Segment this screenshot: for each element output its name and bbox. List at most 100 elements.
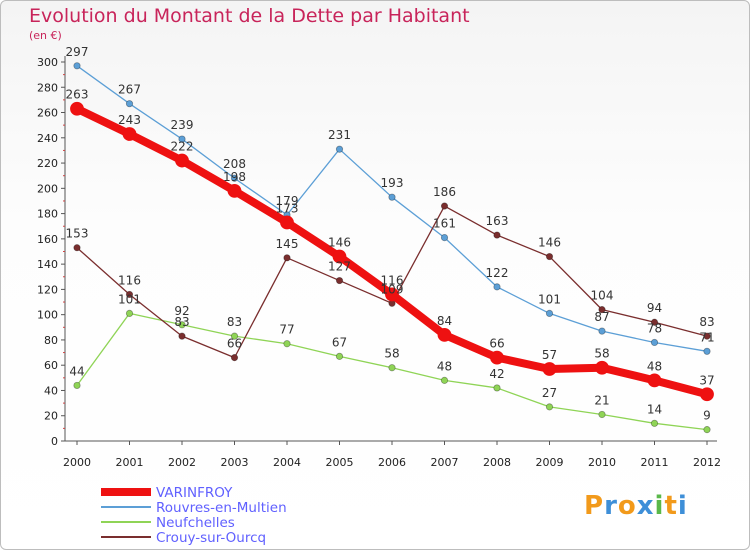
data-point-crouy-sur-ourcq [703, 332, 711, 340]
data-point-crouy-sur-ourcq [545, 252, 554, 261]
x-tick-label: 2011 [641, 456, 669, 469]
data-point-rouvres-en-multien [650, 338, 659, 347]
unit-label: (en €) [29, 29, 62, 42]
y-tick-label: 140 [37, 258, 58, 271]
data-label-rouvres-en-multien: 297 [66, 45, 89, 59]
logo-letter: x [636, 491, 655, 521]
data-point-varinfroy [437, 327, 452, 342]
data-label-varinfroy: 66 [489, 337, 504, 351]
data-label-varinfroy: 243 [118, 113, 141, 127]
data-label-crouy-sur-ourcq: 116 [118, 273, 141, 287]
y-tick-label: 260 [37, 107, 58, 120]
logo-letter: i [677, 491, 688, 521]
x-tick-label: 2001 [116, 456, 144, 469]
data-point-neufchelles [125, 309, 134, 318]
data-point-crouy-sur-ourcq [283, 254, 291, 262]
data-point-rouvres-en-multien [230, 174, 239, 182]
y-tick-label: 240 [37, 132, 58, 145]
logo-letter: P [584, 491, 605, 521]
data-point-crouy-sur-ourcq [440, 202, 449, 210]
proxiti-logo: Proxiti [584, 491, 688, 521]
x-tick-label: 2008 [483, 456, 511, 469]
legend-label: Neufchelles [156, 515, 235, 531]
y-tick-label: 280 [37, 81, 58, 94]
logo-letter: i [654, 491, 665, 521]
data-point-varinfroy [542, 362, 557, 376]
data-point-rouvres-en-multien [440, 234, 449, 242]
data-label-crouy-sur-ourcq: 146 [538, 236, 561, 250]
data-label-neufchelles: 27 [542, 386, 557, 400]
data-point-varinfroy [490, 350, 504, 365]
y-tick-label: 0 [51, 435, 58, 448]
data-point-crouy-sur-ourcq [650, 318, 659, 326]
data-point-varinfroy [595, 360, 609, 375]
x-tick-label: 2007 [431, 456, 459, 469]
data-label-neufchelles: 58 [384, 347, 399, 361]
y-tick-label: 300 [37, 56, 58, 69]
data-point-neufchelles [545, 403, 554, 411]
y-tick-label: 120 [37, 283, 58, 296]
data-label-crouy-sur-ourcq: 145 [276, 237, 299, 251]
y-tick-label: 180 [37, 208, 58, 221]
x-tick-label: 2002 [168, 456, 196, 469]
data-point-neufchelles [703, 426, 711, 434]
data-point-rouvres-en-multien [598, 327, 606, 335]
data-point-varinfroy [647, 373, 662, 388]
data-label-varinfroy: 263 [66, 88, 89, 102]
y-tick-label: 100 [37, 309, 58, 322]
data-point-rouvres-en-multien [73, 62, 81, 70]
data-label-crouy-sur-ourcq: 94 [647, 301, 662, 315]
data-point-neufchelles [230, 332, 239, 340]
logo-letter: t [664, 491, 678, 521]
data-label-rouvres-en-multien: 179 [276, 194, 299, 208]
data-point-varinfroy [227, 183, 242, 198]
data-label-rouvres-en-multien: 161 [433, 217, 456, 231]
data-point-crouy-sur-ourcq [493, 231, 501, 239]
x-tick-label: 2003 [221, 456, 249, 469]
data-point-neufchelles [283, 340, 291, 348]
data-label-neufchelles: 101 [118, 292, 141, 306]
data-label-rouvres-en-multien: 78 [647, 321, 662, 335]
data-label-neufchelles: 48 [437, 359, 452, 373]
data-point-neufchelles [440, 376, 449, 384]
data-label-varinfroy: 173 [276, 201, 299, 215]
data-point-varinfroy [385, 287, 399, 302]
data-label-rouvres-en-multien: 122 [486, 266, 509, 280]
data-label-varinfroy: 116 [381, 273, 404, 287]
data-label-crouy-sur-ourcq: 109 [381, 282, 404, 296]
data-point-neufchelles [650, 419, 659, 427]
y-tick-label: 80 [44, 334, 58, 347]
data-point-neufchelles [178, 321, 186, 329]
y-tick-label: 40 [44, 384, 58, 397]
data-point-neufchelles [598, 410, 606, 419]
data-label-crouy-sur-ourcq: 83 [699, 315, 714, 329]
data-label-rouvres-en-multien: 87 [594, 310, 609, 324]
data-point-crouy-sur-ourcq [598, 306, 606, 314]
data-label-varinfroy: 58 [594, 347, 609, 361]
data-label-varinfroy: 146 [328, 236, 351, 250]
y-tick-label: 60 [44, 359, 58, 372]
data-label-neufchelles: 9 [703, 409, 711, 423]
data-label-rouvres-en-multien: 193 [381, 176, 404, 190]
y-tick-label: 160 [37, 233, 58, 246]
data-point-varinfroy [280, 215, 294, 230]
data-point-rouvres-en-multien [703, 347, 711, 355]
data-point-rouvres-en-multien [178, 135, 186, 143]
data-label-neufchelles: 44 [69, 364, 84, 378]
data-label-varinfroy: 37 [699, 373, 714, 387]
data-label-crouy-sur-ourcq: 66 [227, 337, 242, 351]
data-label-varinfroy: 198 [223, 170, 246, 184]
data-point-crouy-sur-ourcq [335, 276, 344, 285]
data-label-varinfroy: 48 [647, 359, 662, 373]
data-label-crouy-sur-ourcq: 104 [591, 289, 614, 303]
legend-label: Crouy-sur-Ourcq [156, 530, 266, 546]
data-point-crouy-sur-ourcq [178, 332, 186, 340]
data-point-rouvres-en-multien [335, 145, 344, 153]
data-label-varinfroy: 84 [437, 314, 452, 328]
data-label-varinfroy: 222 [171, 140, 194, 154]
x-tick-label: 2009 [536, 456, 564, 469]
y-tick-label: 20 [44, 410, 58, 423]
data-label-neufchelles: 77 [279, 323, 294, 337]
